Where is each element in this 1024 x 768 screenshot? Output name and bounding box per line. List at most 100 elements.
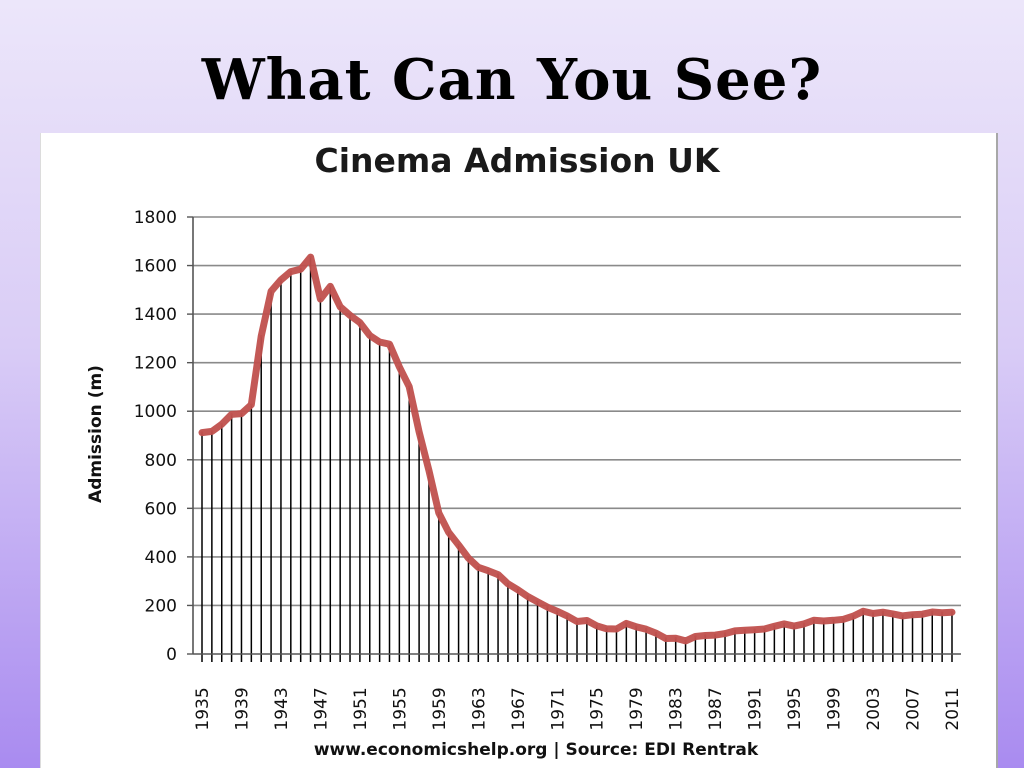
data-point <box>842 618 845 621</box>
data-point <box>516 588 519 591</box>
data-point <box>832 619 835 622</box>
y-tick-label: 0 <box>166 645 177 665</box>
x-tick-label: 1983 <box>667 687 687 730</box>
chart-panel: Cinema Admission UK 0 200 400 600 800 1000 120… <box>40 133 998 768</box>
data-point <box>911 613 914 616</box>
data-point <box>950 611 954 614</box>
data-point <box>901 614 904 618</box>
data-point <box>398 365 401 369</box>
data-point <box>486 569 490 572</box>
x-tick-label: 1959 <box>430 687 450 730</box>
data-point <box>210 430 214 433</box>
y-tick-label: 600 <box>145 499 177 519</box>
data-point <box>427 469 431 472</box>
data-point <box>556 610 559 613</box>
data-point <box>299 267 302 271</box>
x-tick-label: 1979 <box>627 687 647 730</box>
data-point <box>921 612 924 616</box>
chart-title: Cinema Admission UK <box>314 141 720 180</box>
data-point <box>240 412 243 415</box>
drop-lines <box>201 257 953 662</box>
data-point <box>763 627 766 631</box>
data-point <box>644 628 648 631</box>
data-point <box>753 628 756 631</box>
data-point <box>319 297 322 301</box>
data-point <box>615 627 618 631</box>
data-point <box>694 635 697 638</box>
x-tick-label: 2007 <box>904 687 924 730</box>
y-tick-label: 1000 <box>134 402 177 422</box>
data-point <box>408 385 411 388</box>
data-point <box>309 255 312 259</box>
data-point <box>477 566 480 569</box>
x-tick-label: 1939 <box>232 687 252 730</box>
data-point <box>575 620 579 623</box>
data-point <box>674 637 677 640</box>
data-point <box>852 614 855 618</box>
y-tick-label: 1200 <box>134 354 177 374</box>
x-tick-label: 1991 <box>746 687 766 730</box>
y-tick-label: 200 <box>145 596 177 616</box>
data-point <box>733 629 737 633</box>
x-tick-label: 1935 <box>193 687 213 730</box>
data-point <box>230 413 233 416</box>
data-point <box>713 633 717 637</box>
data-point <box>743 629 746 632</box>
data-point <box>585 619 589 622</box>
data-point <box>605 627 608 630</box>
data-point <box>546 605 549 609</box>
data-point <box>368 334 371 337</box>
data-point <box>496 573 500 576</box>
line-chart: Cinema Admission UK 0 200 400 600 800 1000 120… <box>86 141 963 760</box>
data-point <box>664 637 668 640</box>
x-tick-label: 1995 <box>785 687 805 730</box>
data-point <box>595 624 598 628</box>
x-tick-label: 1951 <box>351 687 371 730</box>
data-point <box>881 611 885 614</box>
data-point <box>931 610 934 614</box>
data-point <box>802 622 806 626</box>
data-point <box>704 634 707 637</box>
slide-title: What Can You See? <box>201 47 823 113</box>
data-point <box>536 600 539 604</box>
data-point <box>526 595 529 598</box>
data-point <box>565 614 569 618</box>
x-tick-label: 1943 <box>272 687 292 730</box>
data-point <box>940 611 944 614</box>
data-point <box>812 619 816 622</box>
data-point <box>250 403 253 406</box>
data-point <box>417 430 421 434</box>
chart-source-footer: www.economicshelp.org | Source: EDI Rent… <box>314 740 759 760</box>
data-point <box>289 270 293 273</box>
data-point <box>200 431 204 434</box>
x-tick-label: 2011 <box>943 687 963 730</box>
data-point <box>447 531 450 534</box>
x-tick-label: 1947 <box>311 687 331 730</box>
x-tick-label: 1963 <box>469 687 489 730</box>
data-point <box>269 290 273 293</box>
data-point <box>783 622 786 626</box>
data-point <box>654 631 658 635</box>
data-point <box>329 285 332 288</box>
axes <box>187 216 961 655</box>
x-tick-label: 1971 <box>548 687 568 730</box>
data-point <box>260 335 263 338</box>
data-point <box>773 625 776 628</box>
data-point <box>457 543 460 547</box>
data-point <box>871 612 875 615</box>
data-point <box>506 582 510 586</box>
x-tick-label: 1975 <box>588 687 608 730</box>
x-tick-label: 1967 <box>509 687 529 730</box>
x-tick-label: 1987 <box>706 687 726 730</box>
data-point <box>358 321 362 324</box>
data-point <box>625 622 628 625</box>
data-point <box>378 340 381 344</box>
y-tick-label: 1600 <box>134 257 177 277</box>
y-axis-title: Admission (m) <box>86 365 106 503</box>
y-tick-label: 1800 <box>134 208 177 228</box>
data-point <box>388 343 391 346</box>
x-tick-labels: 1935 1939 1943 1947 1951 1955 1959 1963 1967 1971… <box>193 687 963 730</box>
data-point <box>891 612 894 616</box>
series <box>198 253 956 645</box>
x-tick-label: 1999 <box>825 687 845 730</box>
